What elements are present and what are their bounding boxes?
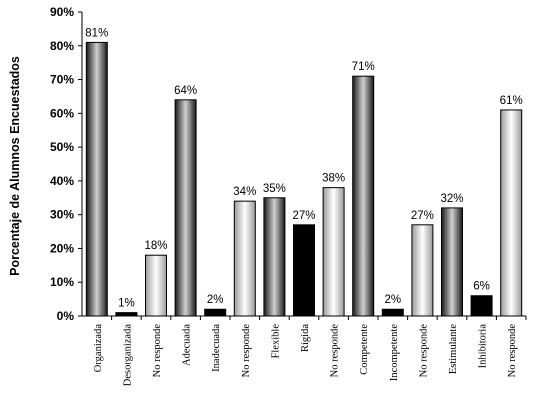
x-tick-label: Flexible (270, 324, 281, 359)
x-tick-label: Organizada (93, 324, 104, 373)
data-label: 18% (144, 240, 167, 252)
x-tick-label: No responde (152, 324, 163, 378)
y-tick-label: 60% (50, 106, 74, 120)
y-tick-label: 50% (50, 140, 74, 154)
x-tick-label: Incompetente (389, 324, 400, 381)
y-tick-label: 30% (50, 208, 74, 222)
x-tick-label: No responde (241, 324, 252, 378)
x-tick-label: No responde (330, 324, 341, 378)
y-tick-label: 10% (50, 275, 74, 289)
data-label: 32% (440, 193, 463, 205)
bar (145, 254, 167, 317)
bar (263, 197, 286, 317)
x-tick-label: Desorganizada (122, 324, 133, 387)
x-tick-label: Inadecuada (211, 324, 222, 372)
data-label: 35% (263, 183, 286, 195)
y-tick-label: 40% (50, 174, 74, 188)
data-label: 6% (473, 281, 490, 293)
y-tick-label: 90% (50, 5, 74, 19)
x-tick-label: Estimulante (448, 324, 459, 374)
y-tick-label: 20% (50, 241, 74, 255)
data-label: 27% (292, 210, 315, 222)
x-tick-label: Competente (359, 324, 370, 375)
bar (381, 308, 404, 317)
bar (204, 308, 227, 317)
bar (85, 41, 108, 317)
y-tick-label: 80% (50, 39, 74, 53)
data-label: 71% (352, 61, 375, 73)
bar (293, 224, 315, 317)
x-tick-label: Inhibitoria (478, 324, 489, 369)
plot-area: 0% 10% 20% 30% 40% 50% 60% 70% 80% 90% 81% Organiza… (50, 5, 527, 387)
bar (470, 295, 493, 317)
x-tick-label: No responde (507, 324, 518, 378)
y-tick-label: 70% (50, 73, 74, 87)
bar (115, 312, 138, 317)
y-tick-label: 0% (57, 309, 75, 323)
x-tick-label: Adecuada (182, 324, 193, 366)
x-tick-label: No responde (418, 324, 429, 378)
data-label: 38% (322, 173, 345, 185)
bar (411, 224, 434, 317)
data-label: 1% (118, 298, 135, 310)
data-label: 61% (500, 95, 523, 107)
data-label: 27% (411, 210, 434, 222)
bar (322, 187, 345, 317)
bar (441, 207, 463, 317)
data-label: 2% (207, 294, 224, 306)
y-axis-label: Porcentaje de Alumnos Encuestados (8, 56, 22, 276)
data-label: 34% (233, 186, 256, 198)
bar (352, 75, 375, 317)
bar (174, 99, 197, 317)
bar (233, 200, 256, 317)
data-label: 64% (174, 85, 197, 97)
data-label: 2% (384, 294, 401, 306)
data-label: 81% (85, 27, 108, 39)
bar (500, 109, 523, 317)
x-tick-label: Rígida (300, 324, 311, 352)
